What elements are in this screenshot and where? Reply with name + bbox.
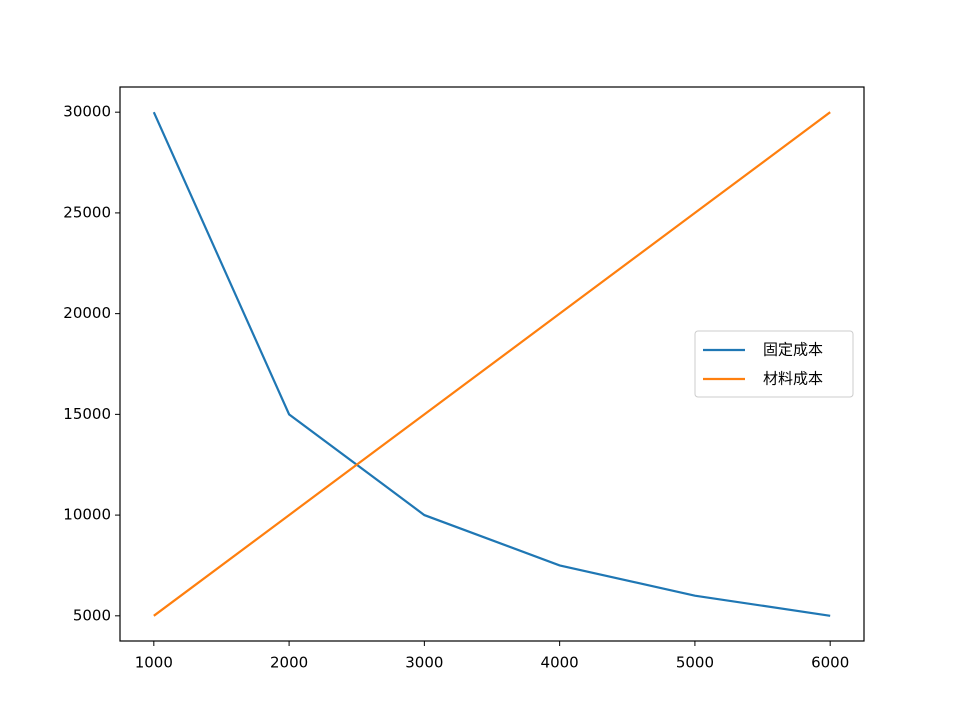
y-tick-label: 5000 <box>73 606 111 624</box>
line-series <box>152 111 831 617</box>
legend-label: 材料成本 <box>763 370 823 388</box>
y-tick-label: 30000 <box>63 103 111 121</box>
y-tick-label: 10000 <box>63 506 111 524</box>
x-tick-label: 6000 <box>811 654 849 672</box>
y-tick-label: 20000 <box>63 304 111 322</box>
x-tick-label: 5000 <box>676 654 714 672</box>
legend-box <box>694 330 854 398</box>
x-tick-label: 3000 <box>405 654 443 672</box>
x-tick-label: 1000 <box>135 654 173 672</box>
legend-label: 固定成本 <box>763 341 823 359</box>
y-tick-label: 25000 <box>63 203 111 221</box>
y-tick-label: 15000 <box>63 405 111 423</box>
line-series <box>153 111 831 617</box>
x-tick-label: 4000 <box>541 654 579 672</box>
plot-frame <box>119 86 865 642</box>
x-tick-label: 2000 <box>270 654 308 672</box>
